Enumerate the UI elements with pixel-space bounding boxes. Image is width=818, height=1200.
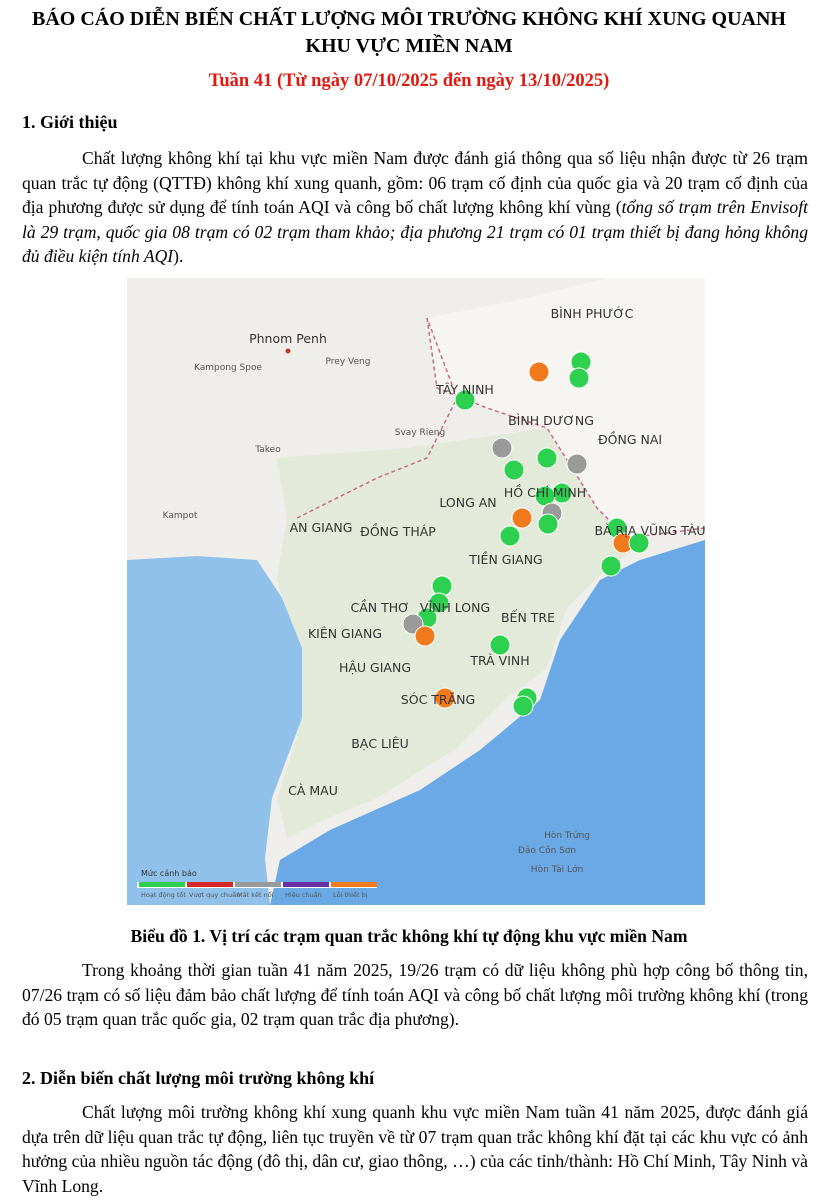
paragraph: Chất lượng môi trường không khí xung qua… [22, 1102, 808, 1196]
map-label: CẦN THƠ [350, 599, 409, 615]
map-label: SÓC TRĂNG [401, 692, 475, 707]
map-label: TRÀ VINH [469, 653, 529, 668]
paragraph: Trong khoảng thời gian tuần 41 năm 2025,… [22, 960, 808, 1030]
station-dot [600, 555, 622, 577]
section-heading: 1. Giới thiệu [22, 112, 118, 132]
east-sea [270, 540, 705, 905]
station-dot [503, 459, 525, 481]
station-dot [568, 367, 590, 389]
legend-swatch [283, 882, 329, 887]
station-dot [628, 532, 650, 554]
legend-title: Mức cảnh báo [141, 868, 197, 878]
station-dot [454, 389, 476, 411]
map-label: HẬU GIANG [339, 660, 411, 675]
map-label: Hòn Trứng [544, 830, 590, 841]
station-dot [528, 361, 550, 383]
legend-item: Lỗi thiết bị [333, 890, 368, 899]
report-subtitle: Tuần 41 (Từ ngày 07/10/2025 đến ngày 13/… [208, 71, 610, 91]
map-label: LONG AN [439, 495, 496, 510]
legend-swatch [331, 882, 377, 887]
map-label: Svay Rieng [395, 428, 445, 438]
paragraph: Chất lượng không khí tại khu vực miền Na… [22, 146, 808, 269]
legend-item: Hiệu chuẩn [285, 890, 322, 899]
legend-item: Vượt quy chuẩn [189, 890, 240, 899]
map-label: BÀ RỊA VŨNG TÀU [594, 523, 705, 538]
map-label: VĨNH LONG [420, 600, 490, 615]
station-dot [566, 453, 588, 475]
map-label: Kampong Spoe [194, 363, 262, 373]
map-label: BÌNH DƯƠNG [508, 413, 594, 428]
station-dot [536, 447, 558, 469]
map-label: TIỀN GIANG [468, 551, 543, 567]
map-label: CÀ MAU [288, 783, 338, 798]
station-dot [491, 437, 513, 459]
figure-caption: Biểu đồ 1. Vị trí các trạm quan trắc khô… [130, 926, 688, 946]
section-heading: 2. Diễn biến chất lượng môi trường không… [22, 1068, 375, 1088]
map-label: Kampot [163, 511, 198, 521]
station-dot [489, 634, 511, 656]
station-dot [511, 507, 533, 529]
legend-item: Mất kết nối [237, 891, 274, 899]
text: Chất lượng không khí tại khu vực miền Na… [22, 148, 808, 218]
legend-swatch [139, 882, 185, 887]
map-label: HỒ CHÍ MINH [504, 484, 586, 500]
report-title: BÁO CÁO DIỄN BIẾN CHẤT LƯỢNG MÔI TRƯỜNG … [32, 8, 786, 57]
gulf-sea [127, 556, 302, 905]
station-dot [499, 525, 521, 547]
map-label: Prey Veng [326, 357, 371, 367]
italic-note: tổng số trạm trên Envisoft là 29 trạm, q… [22, 197, 808, 267]
map-label: BÌNH PHƯỚC [551, 306, 634, 321]
capital-marker [285, 348, 291, 354]
legend-item: Hoạt động tốt [141, 891, 186, 899]
station-dot [428, 592, 450, 614]
vn-region [427, 278, 705, 538]
map-label: ĐỒNG NAI [598, 431, 662, 447]
station-dot [537, 513, 559, 535]
map-label: Phnom Penh [249, 331, 327, 346]
station-dot [512, 695, 534, 717]
map-label: Hòn Tài Lớn [531, 864, 583, 875]
border [296, 317, 458, 519]
map-label: BẠC LIÊU [351, 736, 409, 751]
map-label: BẾN TRE [501, 609, 555, 625]
map-label: TÂY NINH [435, 382, 494, 397]
legend-swatch [235, 882, 281, 887]
legend-swatch [187, 882, 233, 887]
station-map: Phnom Penh BÌNH PHƯỚC TÂY NINH BÌNH DƯƠNG ĐỒ… [127, 278, 705, 905]
map-label: ĐỒNG THÁP [360, 523, 436, 539]
text: ). [173, 246, 184, 267]
map-label: Takeo [254, 445, 281, 455]
station-dot [434, 687, 456, 709]
map-label: AN GIANG [290, 520, 353, 535]
map-label: KIÊN GIANG [308, 626, 382, 641]
station-dot [414, 625, 436, 647]
map-label: Đảo Côn Sơn [518, 845, 576, 856]
